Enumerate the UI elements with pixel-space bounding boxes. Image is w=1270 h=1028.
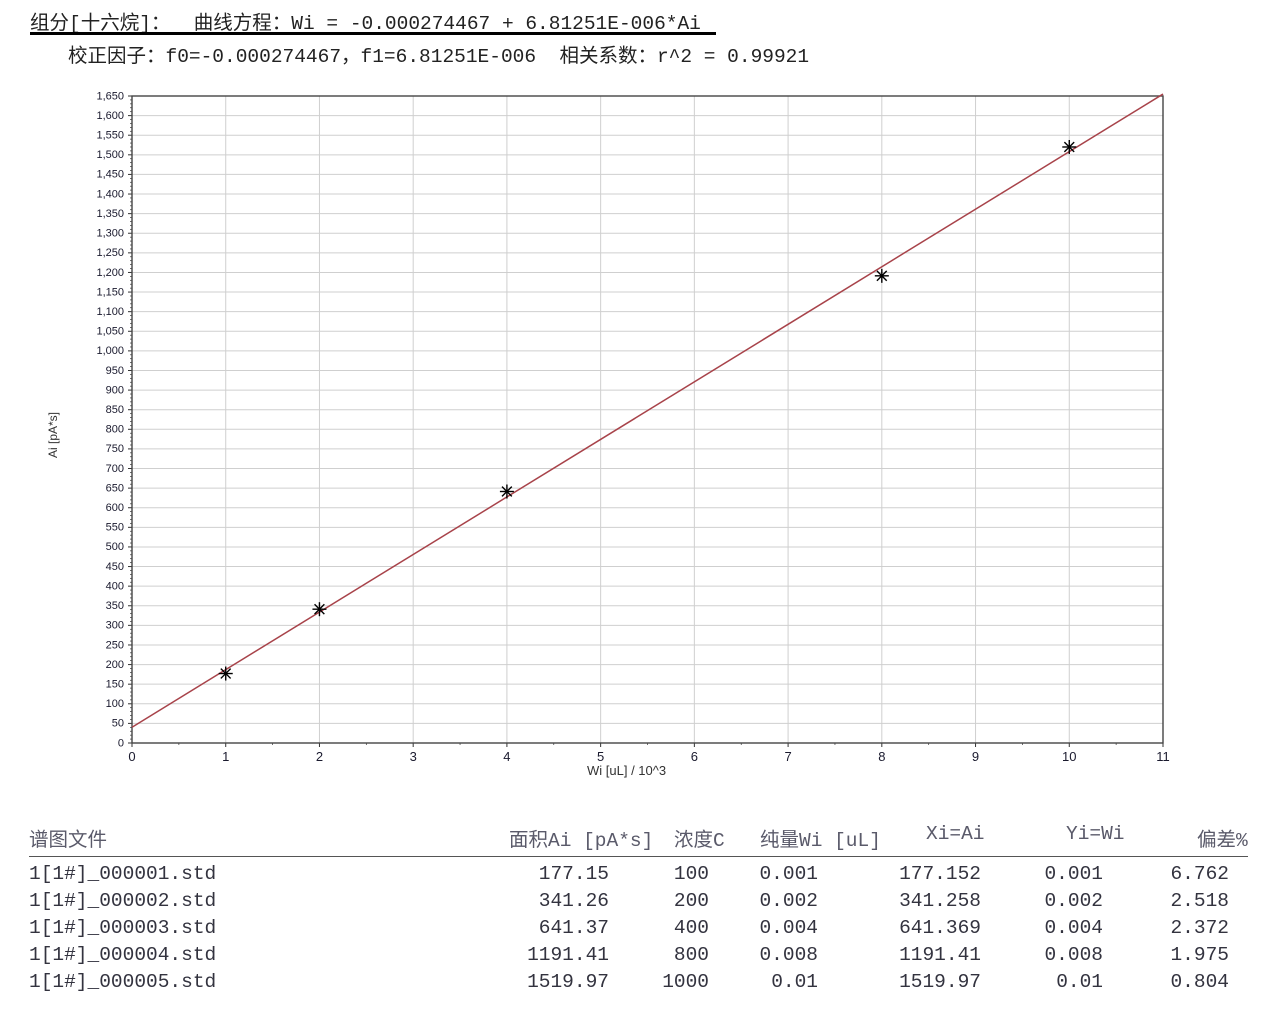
svg-text:50: 50 (112, 718, 124, 730)
svg-text:450: 450 (106, 561, 124, 573)
svg-text:600: 600 (106, 502, 124, 514)
svg-text:250: 250 (106, 639, 124, 651)
svg-text:700: 700 (106, 463, 124, 475)
svg-text:1,100: 1,100 (96, 306, 124, 318)
svg-text:1,400: 1,400 (96, 188, 124, 200)
svg-text:1,200: 1,200 (96, 267, 124, 279)
svg-text:1,150: 1,150 (96, 286, 124, 298)
svg-text:300: 300 (106, 620, 124, 632)
svg-text:500: 500 (106, 541, 124, 553)
svg-text:1,050: 1,050 (96, 326, 124, 338)
svg-text:1,450: 1,450 (96, 169, 124, 181)
svg-text:550: 550 (106, 522, 124, 534)
svg-text:350: 350 (106, 600, 124, 612)
svg-text:1,300: 1,300 (96, 228, 124, 240)
svg-text:200: 200 (106, 659, 124, 671)
svg-text:800: 800 (106, 424, 124, 436)
svg-text:1,600: 1,600 (96, 110, 124, 122)
svg-text:1,250: 1,250 (96, 247, 124, 259)
svg-text:7: 7 (784, 749, 791, 764)
svg-text:650: 650 (106, 482, 124, 494)
svg-text:4: 4 (503, 749, 510, 764)
svg-text:1,000: 1,000 (96, 345, 124, 357)
svg-text:0: 0 (118, 737, 124, 749)
svg-text:8: 8 (878, 749, 885, 764)
svg-text:1,650: 1,650 (96, 90, 124, 102)
svg-text:11: 11 (1156, 749, 1170, 764)
svg-text:9: 9 (972, 749, 979, 764)
svg-text:2: 2 (316, 749, 323, 764)
svg-text:100: 100 (106, 698, 124, 710)
svg-text:850: 850 (106, 404, 124, 416)
svg-text:1,550: 1,550 (96, 130, 124, 142)
svg-text:1,350: 1,350 (96, 208, 124, 220)
svg-text:5: 5 (597, 749, 604, 764)
svg-text:6: 6 (691, 749, 698, 764)
svg-text:150: 150 (106, 678, 124, 690)
svg-text:400: 400 (106, 580, 124, 592)
svg-text:750: 750 (106, 443, 124, 455)
svg-text:1,500: 1,500 (96, 149, 124, 161)
svg-text:900: 900 (106, 384, 124, 396)
svg-text:3: 3 (410, 749, 417, 764)
svg-text:0: 0 (128, 749, 135, 764)
svg-text:950: 950 (106, 365, 124, 377)
svg-text:10: 10 (1062, 749, 1076, 764)
svg-text:1: 1 (222, 749, 229, 764)
